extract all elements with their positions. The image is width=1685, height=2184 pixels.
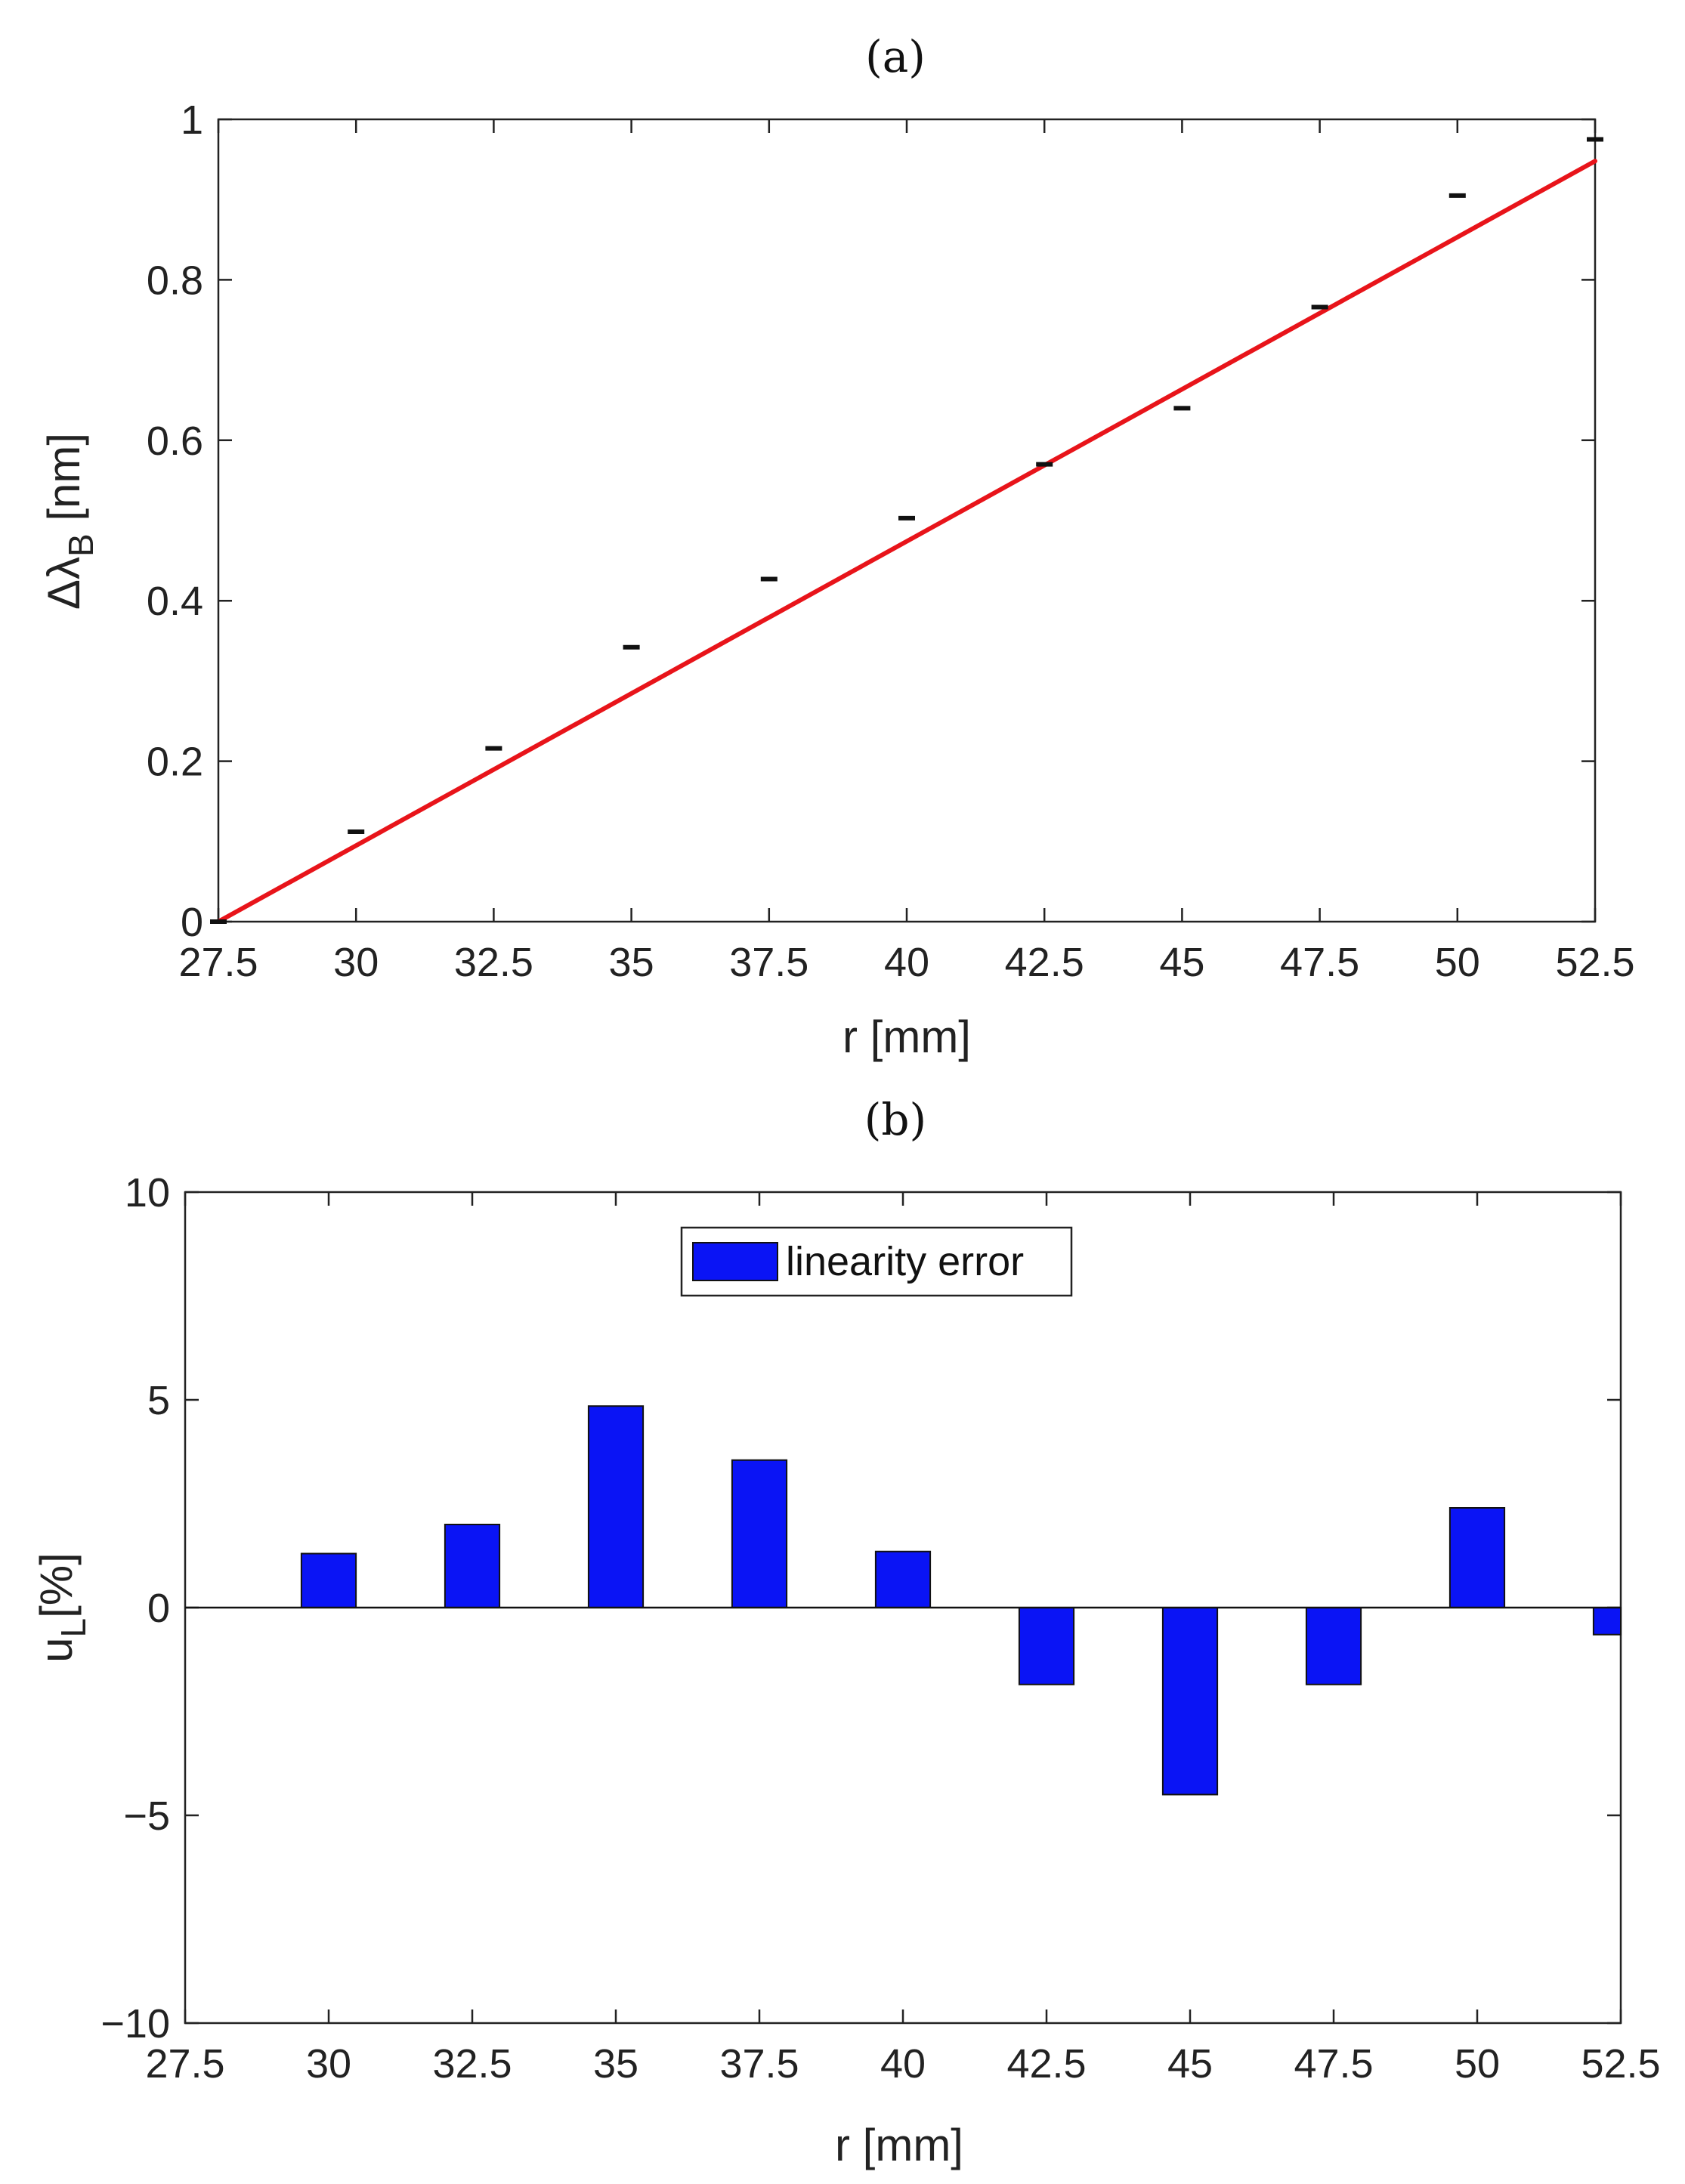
- panel-b-y-tick-label: 5: [147, 1378, 170, 1423]
- panel-a-y-tick-label: 0: [181, 900, 203, 945]
- panel-b-x-tick-label: 35: [593, 2041, 638, 2087]
- panel-b-x-tick-label: 37.5: [719, 2041, 799, 2087]
- panel-a-y-label-symbol: Δλ: [39, 557, 89, 610]
- panel-a-x-tick-label: 35: [609, 940, 654, 985]
- panel-b-x-ticks: 27.5 30 32.5 35 37.5 40 42.5 45 47.5 50 52.5: [145, 1192, 1661, 2087]
- panel-b-x-tick-label: 32.5: [432, 2041, 512, 2087]
- panel-b-bar: [731, 1459, 788, 1608]
- panel-b-bar: [300, 1552, 357, 1608]
- panel-a-x-tick-label: 45: [1159, 940, 1204, 985]
- panel-b-bar: [1018, 1607, 1075, 1685]
- panel-a-y-label-subscript: B: [61, 533, 100, 557]
- panel-b-y-label-units: [%]: [31, 1552, 82, 1618]
- panel-a-y-tick-label: 0.6: [147, 419, 203, 464]
- legend-label: linearity error: [786, 1239, 1024, 1284]
- panel-b-x-tick-label: 40: [880, 2041, 926, 2087]
- panel-a-data-markers: [210, 137, 1603, 924]
- legend-swatch: [692, 1242, 778, 1281]
- panel-b-x-axis-label: r [mm]: [835, 2120, 963, 2170]
- panel-b-bar: [587, 1405, 645, 1608]
- panel-a-axes-box: [217, 118, 1597, 923]
- panel-b-bars: [300, 1405, 1622, 1796]
- panel-a-y-axis-label: ΔλB [nm]: [39, 433, 100, 610]
- panel-b-x-tick-label: 52.5: [1581, 2041, 1660, 2087]
- panel-a-x-tick-label: 27.5: [178, 940, 258, 985]
- panel-a-x-axis-label: r [mm]: [842, 1012, 971, 1062]
- panel-a-title: (a): [865, 31, 926, 82]
- panel-b-x-tick-label: 27.5: [145, 2041, 224, 2087]
- panel-a-x-tick-label: 37.5: [729, 940, 808, 985]
- panel-b-x-tick-label: 50: [1455, 2041, 1500, 2087]
- panel-b-y-axis-label: uL[%]: [31, 1552, 93, 1663]
- panel-b-y-label-symbol: u: [31, 1637, 82, 1662]
- panel-b-y-tick-label: 0: [147, 1586, 170, 1631]
- panel-a-x-tick-label: 32.5: [454, 940, 533, 985]
- panel-a-y-label-units: [nm]: [39, 433, 89, 533]
- panel-a-y-tick-label: 0.4: [147, 579, 203, 624]
- panel-b-bar: [444, 1524, 501, 1608]
- panel-b-y-tick-label: −10: [100, 2001, 170, 2047]
- panel-a-y-tick-label: 0.8: [147, 258, 203, 303]
- panel-a-x-ticks: 27.5 30 32.5 35 37.5 40 42.5 45 47.5 50 52.5: [178, 119, 1635, 985]
- panel-b-bar: [874, 1550, 932, 1608]
- panel-a-y-ticks: 0 0.2 0.4 0.6 0.8 1: [147, 97, 1595, 945]
- panel-b-y-label-subscript: L: [54, 1618, 93, 1638]
- panel-a-y-tick-label: 0.2: [147, 740, 203, 785]
- panel-b-title: (b): [864, 1094, 926, 1145]
- panel-a-line-chart: (a) 27.5 30 32.5 35 37.5 40 42.5 45 47.5 50 52.5 0…: [39, 31, 1635, 1062]
- panel-a-y-tick-label: 1: [181, 97, 203, 143]
- panel-b-x-tick-label: 45: [1167, 2041, 1213, 2087]
- panel-b-bar: [1161, 1607, 1219, 1796]
- panel-b-legend: linearity error: [680, 1226, 1073, 1297]
- panel-a-x-tick-label: 52.5: [1555, 940, 1634, 985]
- panel-b-x-tick-label: 30: [306, 2041, 351, 2087]
- panel-b-bar-chart: (b) 27.5 30 32.5 35 37.5 40 42.5 45 47.5 50 52.5 −…: [31, 1094, 1661, 2170]
- panel-b-bar: [1305, 1607, 1362, 1685]
- panel-a-x-tick-label: 47.5: [1280, 940, 1359, 985]
- panel-b-x-tick-label: 42.5: [1006, 2041, 1086, 2087]
- panel-a-x-tick-label: 50: [1435, 940, 1480, 985]
- panel-b-bar: [1592, 1607, 1622, 1636]
- panel-b-y-tick-label: −5: [123, 1793, 170, 1839]
- panel-b-bar: [1448, 1507, 1506, 1608]
- panel-a-x-tick-label: 40: [884, 940, 929, 985]
- panel-a-x-tick-label: 30: [333, 940, 379, 985]
- panel-b-x-tick-label: 47.5: [1294, 2041, 1373, 2087]
- panel-a-fit-line: [216, 159, 1597, 924]
- panel-a-x-tick-label: 42.5: [1005, 940, 1084, 985]
- panel-b-y-ticks: −10 −5 0 5 10: [100, 1170, 1621, 2047]
- panel-b-y-tick-label: 10: [125, 1170, 170, 1216]
